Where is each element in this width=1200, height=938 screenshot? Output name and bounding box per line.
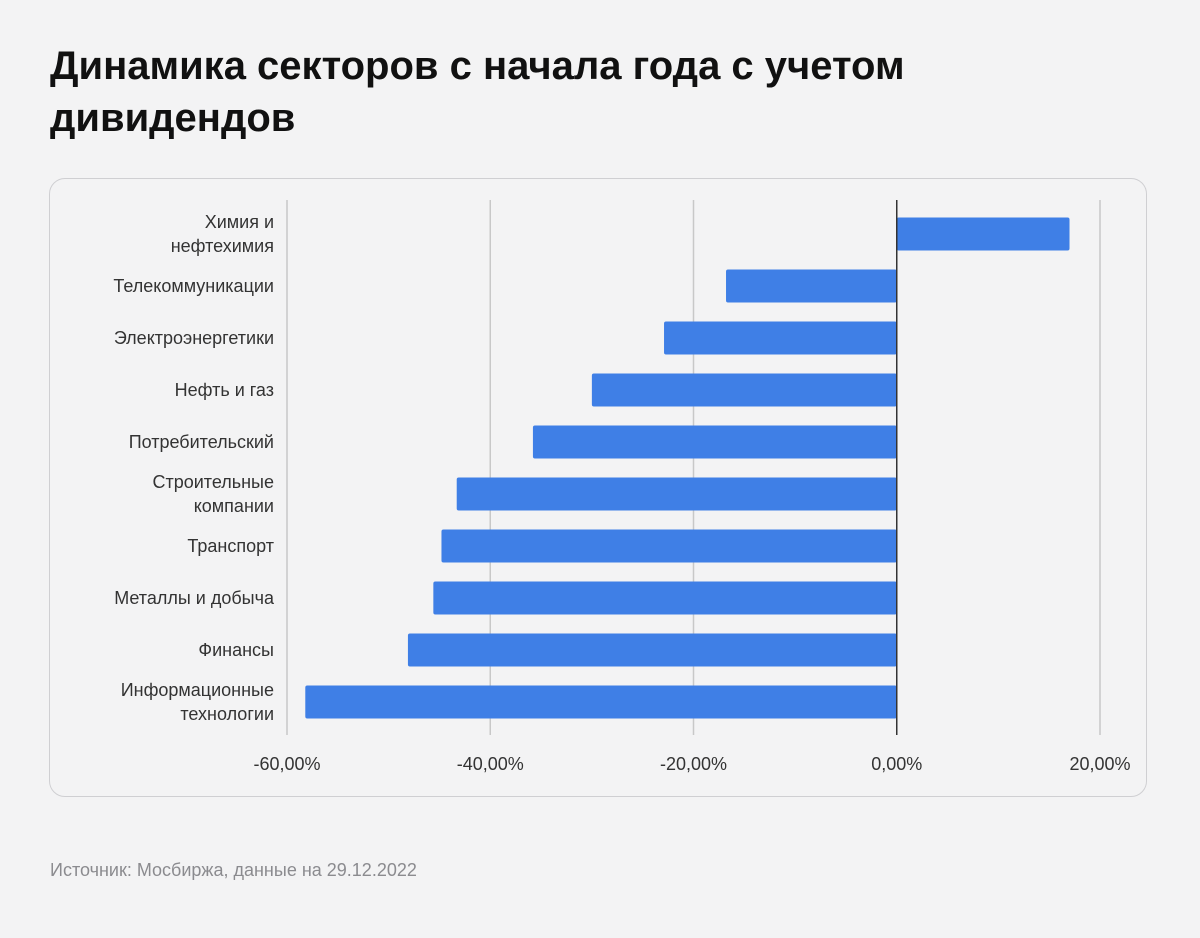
chart-title: Динамика секторов с начала года с учетом…	[50, 44, 905, 140]
category-label: нефтехимия	[171, 236, 274, 256]
x-tick-label: -40,00%	[457, 754, 524, 774]
bar	[726, 269, 897, 303]
bar	[407, 633, 897, 667]
category-label: Телекоммуникации	[113, 276, 274, 296]
x-tick-label: 0,00%	[871, 754, 922, 774]
category-label: Информационные	[121, 680, 274, 700]
x-tick-label: 20,00%	[1069, 754, 1130, 774]
category-label: компании	[194, 496, 274, 516]
category-label: Строительные	[152, 472, 274, 492]
category-label: Потребительский	[129, 432, 274, 452]
bar	[456, 477, 897, 511]
source-note: Источник: Мосбиржа, данные на 29.12.2022	[50, 860, 417, 880]
category-label: Финансы	[198, 640, 274, 660]
x-tick-label: -20,00%	[660, 754, 727, 774]
bar	[532, 425, 897, 459]
bar	[664, 321, 897, 355]
category-label: Нефть и газ	[175, 380, 274, 400]
bar	[433, 581, 897, 615]
bar	[896, 217, 1070, 251]
category-label: Транспорт	[187, 536, 274, 556]
x-tick-label: -60,00%	[253, 754, 320, 774]
bar	[441, 529, 897, 563]
category-label: технологии	[180, 704, 274, 724]
bar	[591, 373, 897, 407]
category-label: Электроэнергетики	[114, 328, 274, 348]
bar	[305, 685, 897, 719]
category-label: Металлы и добыча	[114, 588, 275, 608]
category-label: Химия и	[205, 212, 274, 232]
